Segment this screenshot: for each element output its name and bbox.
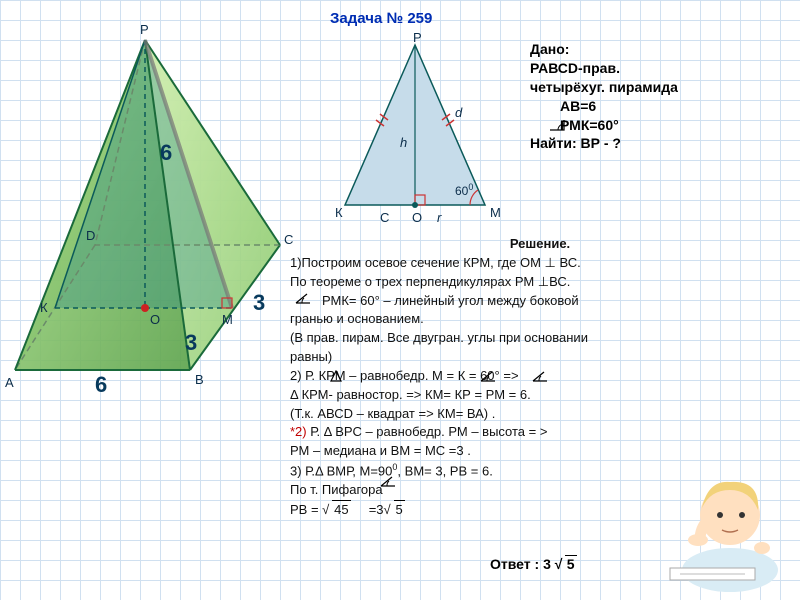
dim-six-top: 6 [160, 140, 172, 166]
answer-val: 5 [565, 555, 577, 572]
angle-icon-4 [380, 475, 396, 487]
content-root: Задача № 259 [0, 0, 800, 600]
label-a: А [5, 375, 14, 390]
tri-label-m: М [490, 205, 501, 220]
l9b: Р. Δ ВРС – равнобедр. РМ – высота = > [307, 424, 548, 439]
dim-six-bottom: 6 [95, 372, 107, 398]
tri-label-o: О [412, 210, 422, 225]
pyramid-3d [0, 0, 320, 410]
sol-l1: 1)Построим осевое сечение КРМ, где ОМ ⊥ … [290, 254, 790, 273]
tri-angle-60: 600 [455, 182, 473, 198]
triangle-2d [330, 30, 510, 230]
tri-label-c: С [380, 210, 389, 225]
l13a: РВ = [290, 502, 319, 517]
given-l4: РМК=60° [530, 116, 790, 135]
label-p: Р [140, 22, 149, 37]
dim-three-side: 3 [253, 290, 265, 316]
angle-icon-given [548, 118, 566, 132]
sol-l3: РМК= 60° – линейный угол между боковой [290, 292, 790, 311]
l13d: 5 [394, 500, 405, 520]
label-o: О [150, 312, 160, 327]
angle-val: 60 [455, 184, 468, 198]
label-d: D [86, 228, 95, 243]
l11c: , ВМ= 3, РВ = 6. [397, 463, 492, 478]
tri-label-dlen: d [455, 105, 462, 120]
answer-block: Ответ : 3 5 [490, 555, 577, 572]
given-block: Дано: РАВСD-прав. четырёхуг. пирамида АВ… [530, 40, 790, 153]
sol-l8: (Т.к. АВСD – квадрат => КМ= ВА) . [290, 405, 790, 424]
l13b: 45 [332, 500, 350, 520]
sol-l2: По теореме о трех перпендикулярах РМ ⊥ВС… [290, 273, 790, 292]
given-heading: Дано: [530, 40, 790, 59]
label-b: В [195, 372, 204, 387]
sol-l3b: гранью и основанием. [290, 310, 790, 329]
tri-label-k: К [335, 205, 343, 220]
tri-label-h: h [400, 135, 407, 150]
tri-label-p: Р [413, 30, 422, 45]
sol-l5: равны) [290, 348, 790, 367]
dim-three-mid: 3 [185, 330, 197, 356]
sol-l7: Δ КРМ- равностор. => КМ= КР = РМ = 6. [290, 386, 790, 405]
l3a: РМК= 60° – линейный угол между боковой [322, 293, 579, 308]
given-l2: четырёхуг. пирамида [530, 78, 790, 97]
answer-label: Ответ : 3 [490, 556, 551, 572]
label-m: М [222, 312, 233, 327]
l13c: =3 [369, 502, 384, 517]
triangle-icon-1 [330, 370, 342, 382]
child-illustration [650, 440, 800, 600]
l9a: *2) [290, 424, 307, 439]
angle-icon-1 [295, 292, 311, 304]
given-l3: АВ=6 [530, 97, 790, 116]
label-k: К [40, 300, 48, 315]
solution-heading: Решение. [290, 235, 790, 254]
l11a: 3) Р.Δ ВМР, М=90 [290, 463, 392, 478]
problem-title: Задача № 259 [330, 10, 432, 27]
given-l5: Найти: ВР - ? [530, 134, 790, 153]
angle-deg: 0 [468, 182, 473, 192]
tri-label-r: r [437, 210, 441, 225]
sol-l4: (В прав. пирам. Все двугран. углы при ос… [290, 329, 790, 348]
angle-icon-3 [532, 370, 548, 382]
given-l1: РАВСD-прав. [530, 59, 790, 78]
angle-icon-2 [480, 370, 496, 382]
